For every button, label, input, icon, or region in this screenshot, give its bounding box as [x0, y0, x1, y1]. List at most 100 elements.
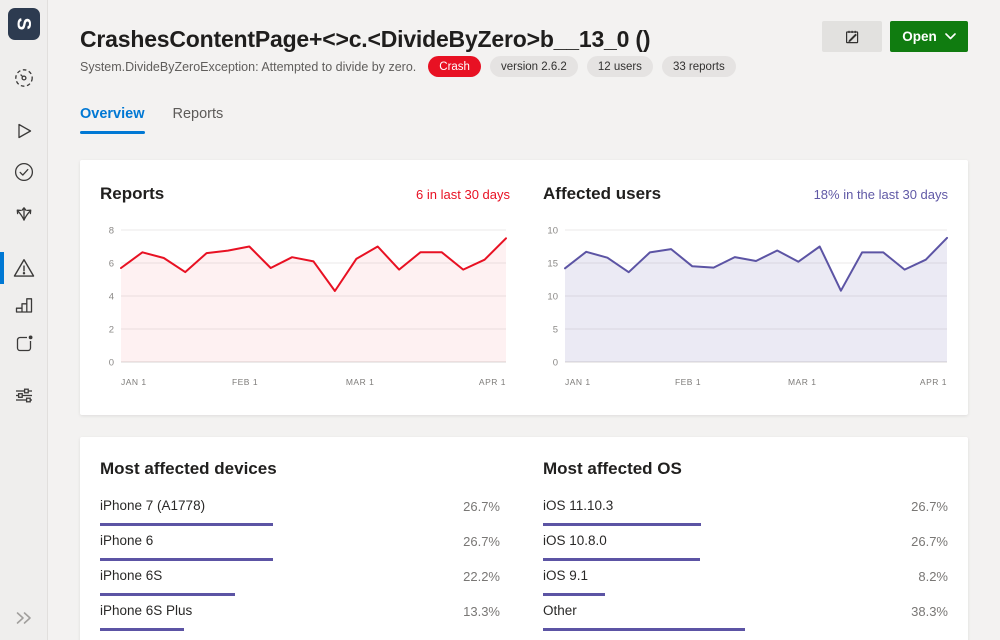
warning-triangle-icon	[13, 259, 35, 277]
os-percent: 8.2%	[918, 569, 948, 584]
svg-text:FEB 1: FEB 1	[232, 377, 258, 387]
most-affected-card: Most affected devices iPhone 7 (A1778) 2…	[80, 437, 968, 640]
sidebar: S	[0, 0, 48, 640]
device-label: iPhone 6S	[100, 568, 163, 583]
svg-text:0: 0	[109, 358, 114, 369]
device-label: iPhone 6	[100, 533, 154, 548]
svg-text:0: 0	[553, 358, 558, 369]
os-label: Other	[543, 603, 577, 618]
annotate-button[interactable]	[822, 21, 882, 52]
reports-chart-header: Reports 6 in last 30 days	[100, 184, 510, 204]
svg-text:JAN 1: JAN 1	[565, 377, 591, 387]
device-row: iPhone 7 (A1778) 26.7%	[100, 495, 500, 530]
bar-chart-icon	[15, 298, 33, 313]
svg-text:10: 10	[547, 292, 558, 303]
device-row: iPhone 6S Plus 13.3%	[100, 600, 500, 635]
device-bar	[100, 523, 273, 526]
play-icon	[18, 123, 32, 139]
svg-text:APR 1: APR 1	[479, 377, 506, 387]
device-row: iPhone 6S 22.2%	[100, 565, 500, 600]
most-affected-os: Most affected OS iOS 11.10.3 26.7% iOS 1…	[543, 459, 948, 635]
affected-users-chart-summary: 18% in the last 30 days	[813, 187, 948, 202]
reports-chart-title: Reports	[100, 184, 165, 203]
svg-text:2: 2	[109, 325, 114, 336]
os-bar	[543, 558, 700, 561]
svg-text:6: 6	[109, 259, 114, 270]
device-percent: 26.7%	[463, 534, 500, 549]
svg-text:8: 8	[109, 226, 114, 237]
affected-users-area-chart: 10 15 10 5 0 JAN 1 FEB 1 MAR 1 APR 1	[547, 226, 948, 387]
os-label: iOS 9.1	[543, 568, 589, 583]
open-button-label: Open	[902, 29, 937, 44]
device-row: iPhone 6 26.7%	[100, 530, 500, 565]
os-percent: 26.7%	[911, 534, 948, 549]
tab-overview[interactable]: Overview	[80, 106, 145, 134]
svg-text:FEB 1: FEB 1	[675, 377, 701, 387]
svg-text:S: S	[13, 18, 34, 31]
sidebar-item-diagnostics[interactable]	[0, 248, 48, 288]
sidebar-item-test[interactable]	[0, 152, 48, 192]
os-row: iOS 10.8.0 26.7%	[543, 530, 948, 565]
os-row: iOS 11.10.3 26.7%	[543, 495, 948, 530]
sidebar-item-new[interactable]	[0, 324, 48, 364]
reports-chart-summary: 6 in last 30 days	[416, 187, 510, 202]
crash-status-badge: Crash	[428, 56, 481, 77]
svg-text:10: 10	[547, 226, 558, 237]
sidebar-collapse[interactable]	[0, 598, 48, 638]
sidebar-item-overview[interactable]	[0, 58, 48, 98]
users-count-badge: 12 users	[586, 56, 653, 77]
version-badge: version 2.6.2	[489, 56, 578, 77]
device-bar	[100, 593, 235, 596]
reports-area-chart: 8 6 4 2 0 JAN 1 FEB 1 MAR 1 APR 1	[109, 226, 507, 387]
os-label: iOS 10.8.0	[543, 533, 607, 548]
chevron-down-icon	[944, 33, 956, 40]
sliders-icon	[16, 388, 32, 403]
sidebar-item-analytics[interactable]	[0, 285, 48, 325]
edit-note-icon	[845, 30, 859, 43]
os-list-title: Most affected OS	[543, 459, 682, 478]
check-circle-icon	[14, 162, 34, 182]
svg-text:JAN 1: JAN 1	[121, 377, 147, 387]
tab-reports[interactable]: Reports	[172, 106, 224, 122]
os-row: Other 38.3%	[543, 600, 948, 635]
most-affected-devices: Most affected devices iPhone 7 (A1778) 2…	[100, 459, 500, 635]
sidebar-item-distribute[interactable]	[0, 193, 48, 233]
device-bar	[100, 628, 184, 631]
os-bar	[543, 593, 605, 596]
device-percent: 22.2%	[463, 569, 500, 584]
gauge-icon	[15, 69, 33, 87]
tab-bar: Overview Reports	[80, 106, 223, 134]
svg-text:MAR 1: MAR 1	[346, 377, 374, 387]
svg-text:15: 15	[547, 259, 558, 270]
reports-count-badge: 33 reports	[661, 56, 736, 77]
os-percent: 38.3%	[911, 604, 948, 619]
os-bar	[543, 523, 701, 526]
branch-arrows-icon	[16, 207, 32, 221]
svg-text:APR 1: APR 1	[920, 377, 947, 387]
square-badge-icon	[16, 335, 33, 352]
svg-text:MAR 1: MAR 1	[788, 377, 816, 387]
page-title: CrashesContentPage+<>c.<DivideByZero>b__…	[80, 26, 651, 52]
sidebar-item-build[interactable]	[0, 111, 48, 151]
subtitle-row: System.DivideByZeroException: Attempted …	[80, 56, 745, 77]
device-bar	[100, 558, 273, 561]
affected-users-chart-title: Affected users	[543, 184, 662, 203]
sidebar-item-settings[interactable]	[0, 375, 48, 415]
device-percent: 13.3%	[463, 604, 500, 619]
app-center-logo[interactable]: S	[8, 8, 40, 40]
svg-text:4: 4	[109, 292, 114, 303]
os-percent: 26.7%	[911, 499, 948, 514]
app-center-logo-glyph: S	[13, 18, 34, 31]
os-bar	[543, 628, 745, 631]
os-row: iOS 9.1 8.2%	[543, 565, 948, 600]
os-label: iOS 11.10.3	[543, 498, 614, 513]
device-label: iPhone 7 (A1778)	[100, 498, 206, 513]
device-label: iPhone 6S Plus	[100, 603, 193, 618]
affected-users-chart-header: Affected users 18% in the last 30 days	[543, 184, 948, 204]
svg-text:5: 5	[553, 325, 558, 336]
charts-card: Reports 6 in last 30 days Affected users…	[80, 160, 968, 415]
double-chevron-right-icon	[16, 612, 31, 624]
exception-message: System.DivideByZeroException: Attempted …	[80, 59, 417, 74]
open-status-button[interactable]: Open	[890, 21, 968, 52]
device-percent: 26.7%	[463, 499, 500, 514]
